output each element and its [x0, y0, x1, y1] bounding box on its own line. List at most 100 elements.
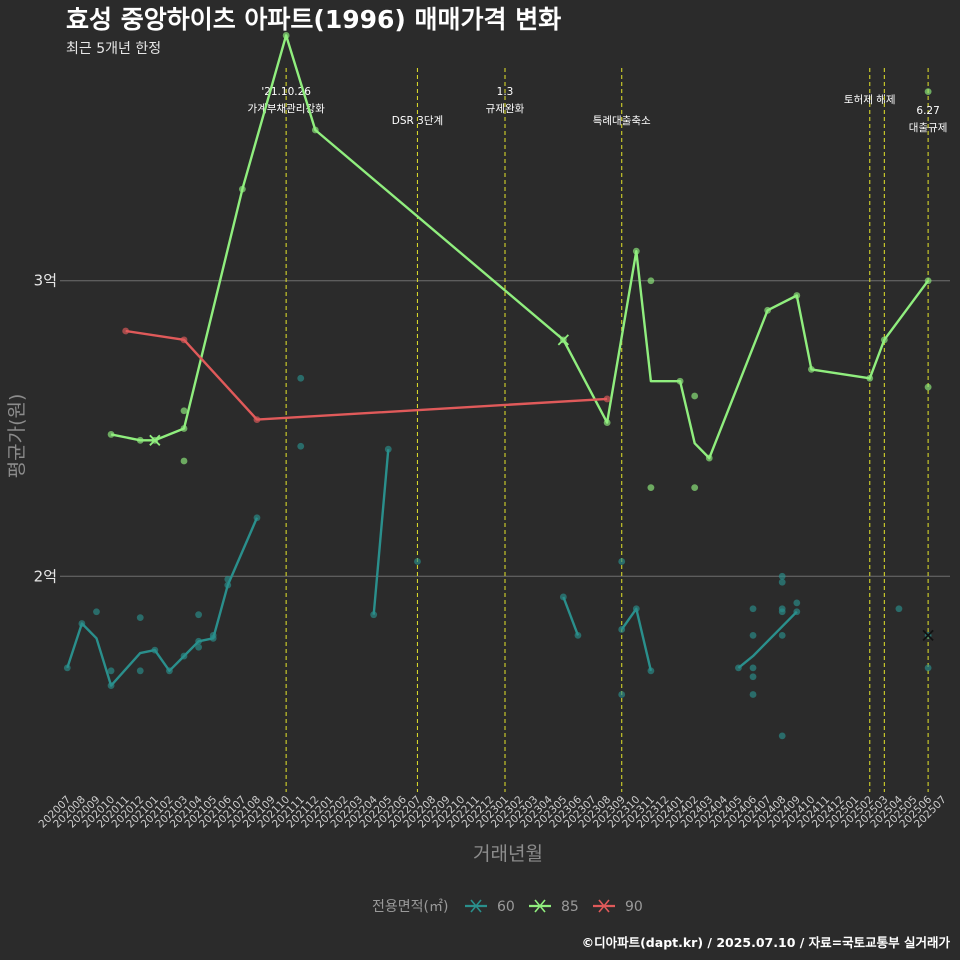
event-label: 6.27 — [916, 105, 939, 117]
data-point-60 — [195, 643, 203, 651]
event-label: 대출규제 — [909, 122, 948, 134]
data-point-60 — [618, 691, 626, 698]
data-point-60 — [195, 611, 203, 619]
data-point-60 — [224, 575, 232, 583]
data-point-60 — [136, 667, 144, 675]
legend-key-cross — [470, 899, 482, 913]
data-point-60 — [151, 646, 159, 654]
event-label: 특례대출축소 — [593, 115, 651, 127]
data-point-60 — [618, 558, 626, 565]
chart-title: 효성 중앙하이츠 아파트(1996) 매매가격 변화 — [66, 5, 561, 34]
y-tick-label: 2억 — [34, 567, 57, 585]
data-point-60 — [793, 599, 801, 607]
data-point-60 — [78, 620, 86, 627]
data-point-60 — [63, 664, 71, 672]
cross-marker-60 — [922, 629, 934, 642]
data-point-85 — [793, 292, 801, 299]
data-point-60 — [778, 578, 786, 586]
data-point-85 — [676, 377, 684, 385]
data-point-60 — [778, 572, 786, 580]
data-point-60 — [895, 605, 903, 613]
data-point-85 — [866, 374, 874, 382]
data-point-85 — [764, 306, 772, 314]
series-line-60 — [66, 517, 259, 687]
legend-label: 90 — [625, 899, 643, 915]
series-line-85 — [110, 34, 930, 460]
data-point-60 — [253, 514, 261, 522]
series-line-90 — [125, 329, 608, 421]
data-point-85 — [136, 436, 144, 444]
data-point-90 — [122, 327, 130, 335]
legend-label: 60 — [497, 899, 515, 915]
data-point-60 — [136, 614, 144, 622]
data-point-60 — [735, 664, 742, 672]
data-point-60 — [224, 581, 232, 589]
data-point-60 — [574, 631, 582, 639]
data-point-60 — [793, 608, 801, 616]
data-point-85 — [180, 425, 188, 432]
data-point-60 — [632, 605, 640, 613]
data-point-60 — [107, 667, 115, 675]
data-point-85 — [647, 484, 655, 492]
data-point-85 — [180, 457, 188, 465]
data-point-85 — [603, 419, 611, 426]
series-line-60 — [737, 610, 798, 669]
legend-key-cross — [534, 899, 546, 913]
legend-title: 전용면적(㎡) — [372, 899, 448, 915]
data-point-60 — [749, 631, 757, 639]
legend-key-cross — [598, 899, 610, 913]
data-point-60 — [166, 667, 173, 675]
data-point-60 — [749, 664, 757, 672]
data-point-85 — [880, 336, 888, 344]
series-lines — [66, 34, 930, 687]
data-point-60 — [93, 608, 100, 616]
chart-caption: ©디아파트(dapt.kr) / 2025.07.10 / 자료=국토교통부 실… — [582, 935, 951, 950]
series-line-60 — [562, 596, 580, 636]
data-point-85 — [705, 454, 713, 462]
data-point-85 — [924, 277, 932, 285]
data-point-60 — [749, 605, 757, 613]
event-label: DSR 3단계 — [392, 115, 443, 127]
data-point-85 — [180, 407, 188, 415]
data-point-85 — [647, 277, 655, 285]
data-point-85 — [107, 431, 115, 438]
y-axis-ticks: 2억 3억 — [34, 272, 57, 586]
data-point-60 — [749, 673, 757, 681]
event-label: '21.10.26 — [261, 86, 311, 98]
data-point-60 — [778, 732, 786, 740]
data-point-60 — [209, 631, 217, 639]
event-label: 1.3 — [497, 86, 514, 98]
legend-label: 85 — [561, 899, 579, 915]
data-point-60 — [924, 664, 932, 672]
data-point-85 — [282, 32, 290, 39]
series-line-60 — [372, 449, 390, 615]
data-point-85 — [311, 126, 319, 134]
data-point-85 — [807, 365, 815, 373]
y-tick-label: 3억 — [34, 272, 57, 290]
data-point-90 — [603, 395, 611, 403]
data-point-60 — [559, 593, 567, 601]
data-point-85 — [691, 392, 699, 400]
event-label: 토허제 해제 — [844, 93, 896, 106]
data-point-60 — [778, 608, 786, 616]
data-point-60 — [618, 626, 626, 633]
data-point-60 — [749, 691, 757, 698]
data-point-85 — [238, 185, 246, 193]
chart-subtitle: 최근 5개년 한정 — [66, 41, 161, 57]
data-point-60 — [107, 682, 115, 690]
cross-marker-85 — [149, 434, 161, 446]
data-point-85 — [632, 247, 640, 255]
data-point-60 — [297, 442, 305, 450]
data-point-90 — [253, 416, 261, 424]
legend: 전용면적(㎡) 60 85 90 — [372, 899, 643, 915]
x-axis-title: 거래년월 — [473, 843, 543, 865]
data-point-60 — [647, 667, 655, 675]
data-point-85 — [924, 383, 932, 391]
cross-marker-85 — [557, 334, 569, 346]
data-point-60 — [414, 558, 421, 565]
y-axis-title: 평균가(원) — [6, 394, 28, 479]
data-point-85 — [691, 484, 699, 492]
